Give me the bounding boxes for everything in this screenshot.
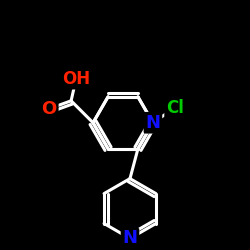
Text: N: N [146,114,160,132]
Text: O: O [42,100,57,118]
Text: Cl: Cl [166,99,184,117]
Text: OH: OH [62,70,90,88]
Text: N: N [122,230,138,248]
